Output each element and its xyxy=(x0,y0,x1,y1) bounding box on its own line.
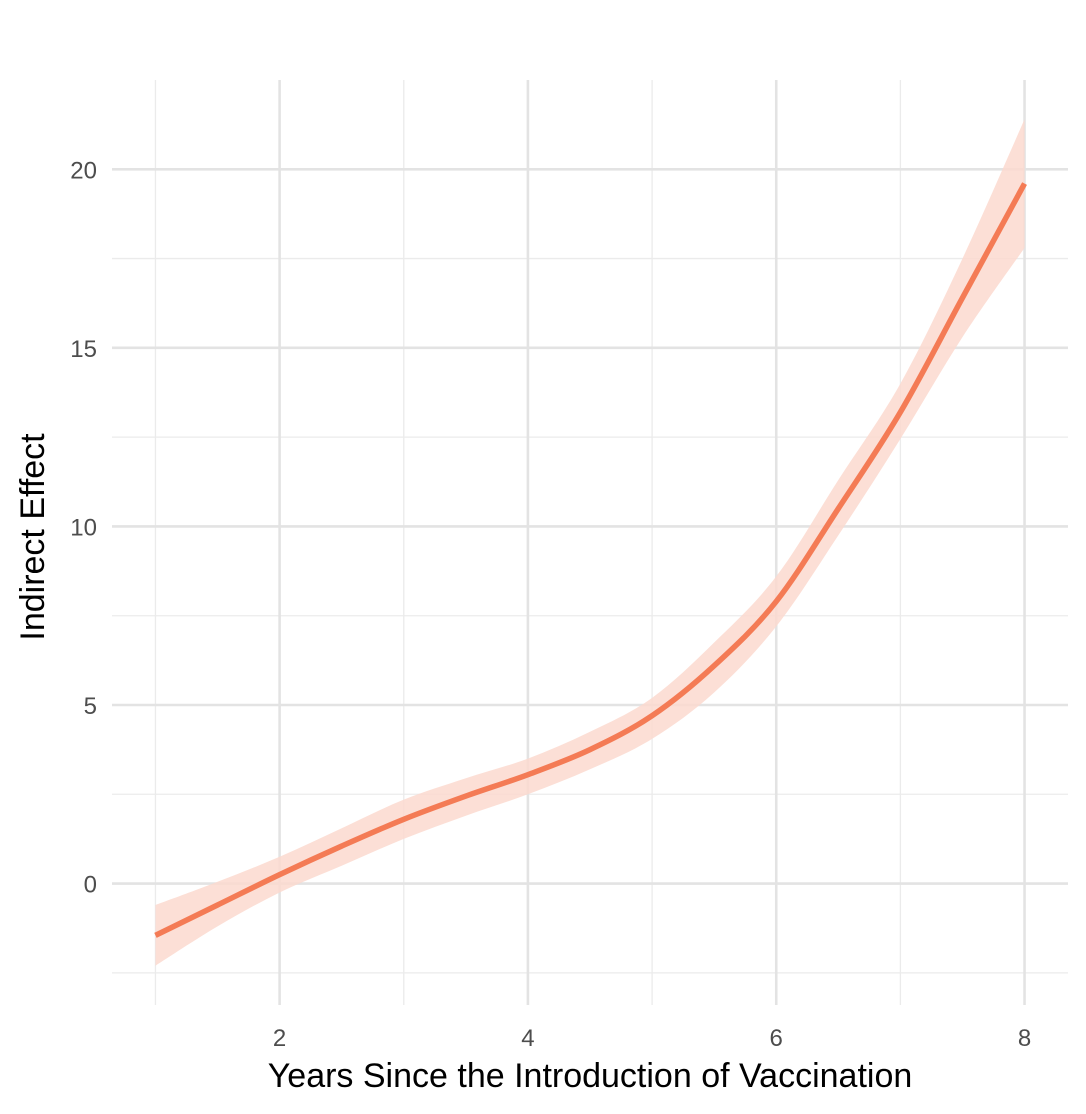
y-tick-label: 20 xyxy=(70,157,97,184)
y-tick-labels: 0 5 10 15 20 xyxy=(70,157,97,898)
y-tick-label: 15 xyxy=(70,336,97,363)
y-axis-title: Indirect Effect xyxy=(14,433,52,641)
x-tick-label: 6 xyxy=(770,1025,783,1052)
grid-minor xyxy=(112,80,1068,1005)
x-tick-label: 4 xyxy=(521,1025,534,1052)
y-tick-label: 10 xyxy=(70,514,97,541)
x-tick-labels: 2 4 6 8 xyxy=(273,1025,1031,1052)
series-layer xyxy=(154,119,1027,966)
confidence-band xyxy=(155,119,1025,966)
y-tick-label: 0 xyxy=(84,872,97,899)
x-tick-label: 8 xyxy=(1018,1025,1031,1052)
x-axis-title: Years Since the Introduction of Vaccinat… xyxy=(268,1057,913,1095)
y-tick-label: 5 xyxy=(84,693,97,720)
series-line xyxy=(154,182,1027,938)
x-tick-label: 2 xyxy=(273,1025,286,1052)
grid-major xyxy=(112,80,1068,1005)
